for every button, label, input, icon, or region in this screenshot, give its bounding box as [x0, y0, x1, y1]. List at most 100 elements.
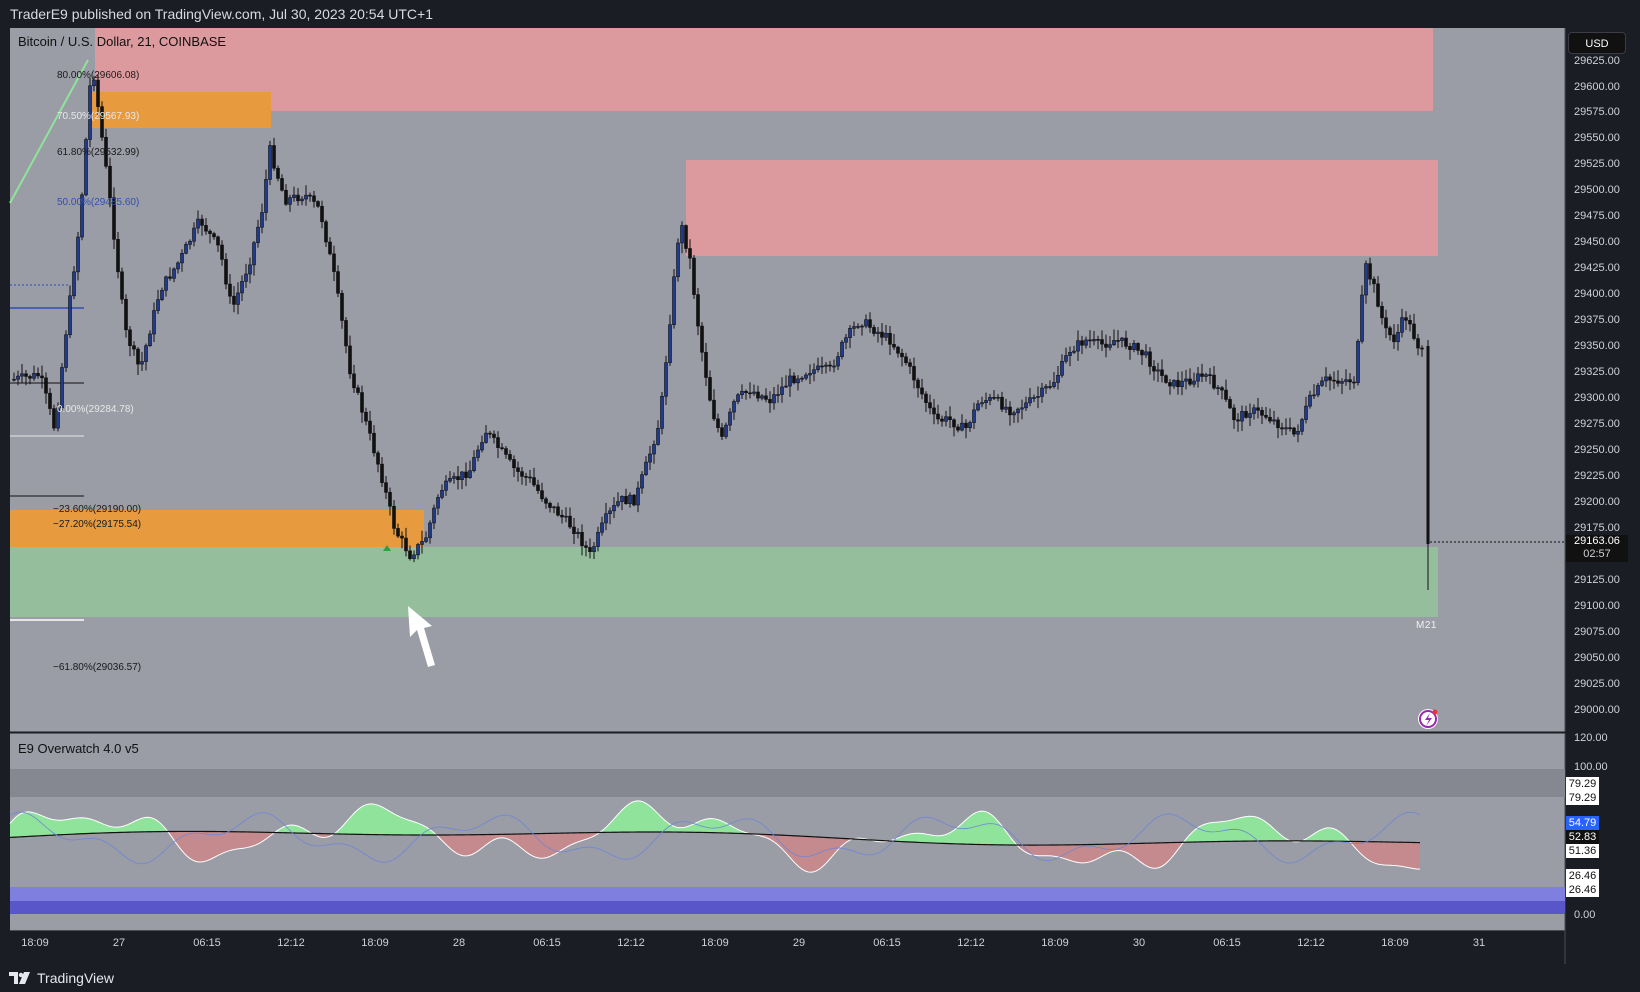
indicator-value-badge: 79.29: [1566, 791, 1599, 805]
oscillator-fill: [1096, 844, 1099, 860]
candle-body: [696, 294, 700, 327]
candle-body: [140, 361, 144, 365]
oscillator-fill: [370, 803, 373, 835]
candle-body: [1152, 366, 1156, 372]
oscillator-fill: [532, 833, 535, 858]
oscillator-fill: [706, 818, 709, 833]
trend-line: [9, 59, 89, 204]
candle-body: [68, 295, 72, 336]
oscillator-series[interactable]: [9, 769, 1565, 914]
candle-body: [604, 513, 608, 524]
oscillator-fill: [196, 831, 199, 862]
oscillator-fill: [1315, 831, 1318, 841]
oscillator-fill: [247, 831, 250, 848]
candlestick-series[interactable]: [12, 74, 1430, 590]
alert-icon[interactable]: [1418, 709, 1438, 729]
oscillator-fill: [550, 833, 553, 857]
oscillator-fill: [253, 832, 256, 847]
oscillator-fill: [688, 825, 691, 833]
oscillator-fill: [1384, 841, 1387, 866]
candle-body: [420, 541, 424, 545]
candle-body: [452, 476, 456, 479]
oscillator-fill: [730, 825, 733, 834]
price-tick-label: 29400.00: [1574, 288, 1620, 300]
oscillator-fill: [115, 827, 118, 833]
price-tick-label: 29375.00: [1574, 314, 1620, 326]
candle-body: [136, 348, 140, 365]
candle-body: [1032, 397, 1036, 399]
candle-body: [620, 496, 624, 502]
candle-body: [456, 476, 460, 481]
oscillator-fill: [817, 836, 820, 871]
price-tick-label: 29550.00: [1574, 132, 1620, 144]
oscillator-fill: [1333, 828, 1336, 842]
oscillator-fill: [130, 822, 133, 833]
oscillator-fill: [88, 818, 91, 834]
candle-body: [1132, 343, 1136, 350]
candle-body: [1120, 337, 1124, 341]
oscillator-fill: [1318, 829, 1321, 842]
oscillator-fill: [541, 833, 544, 859]
time-tick-label: 12:12: [957, 937, 985, 949]
candle-body: [756, 391, 760, 399]
oscillator-fill: [982, 811, 985, 845]
candle-body: [444, 480, 448, 491]
candle-body: [1056, 374, 1060, 383]
candle-body: [1384, 317, 1388, 329]
oscillator-fill: [715, 818, 718, 833]
oscillator-fill: [940, 835, 943, 844]
candle-body: [1196, 373, 1200, 382]
candle-body: [1164, 375, 1168, 383]
candle-body: [1168, 382, 1172, 387]
candle-body: [164, 276, 168, 291]
candle-body: [852, 326, 856, 329]
oscillator-fill: [709, 818, 712, 833]
oscillator-fill: [364, 804, 367, 835]
candle-body: [736, 394, 740, 402]
oscillator-fill: [607, 823, 610, 833]
oscillator-fill: [604, 826, 607, 833]
indicator-tick-label: 100.00: [1574, 761, 1608, 773]
price-axis[interactable]: [1565, 28, 1640, 964]
oscillator-fill: [394, 813, 397, 835]
currency-button[interactable]: USD: [1568, 32, 1626, 54]
time-tick-label: 31: [1472, 937, 1486, 949]
oscillator-fill: [304, 828, 307, 834]
oscillator-fill: [220, 831, 223, 855]
oscillator-fill: [1141, 843, 1144, 865]
candle-body: [864, 319, 868, 327]
oscillator-fill: [217, 831, 220, 856]
oscillator-fill: [955, 826, 958, 844]
candle-body: [564, 515, 568, 518]
candle-body: [544, 498, 548, 504]
candle-body: [676, 242, 680, 278]
oscillator-fill: [1327, 827, 1330, 842]
oscillator-fill: [1039, 845, 1042, 856]
oscillator-fill: [418, 823, 421, 836]
candle-body: [152, 310, 156, 335]
oscillator-fill: [136, 819, 139, 833]
oscillator-fill: [235, 831, 238, 850]
candle-body: [632, 494, 636, 506]
oscillator-fill: [1261, 818, 1264, 841]
oscillator-fill: [643, 801, 646, 833]
candle-body: [364, 411, 368, 422]
oscillator-fill: [556, 833, 559, 854]
oscillator-fill: [949, 831, 952, 844]
candle-body: [516, 467, 520, 472]
candle-body: [32, 373, 36, 379]
candle-body: [1304, 405, 1308, 420]
time-axis[interactable]: [10, 930, 1565, 964]
candle-body: [228, 283, 232, 297]
oscillator-fill: [901, 835, 904, 842]
candle-body: [880, 331, 884, 338]
tradingview-logo[interactable]: TradingView: [9, 970, 114, 986]
candle-body: [740, 390, 744, 396]
candle-body: [716, 418, 720, 428]
candle-body: [264, 179, 268, 213]
candle-body: [1400, 317, 1404, 333]
zone-label: M21: [1416, 620, 1437, 631]
oscillator-fill: [832, 837, 835, 857]
time-tick-label: 18:09: [361, 937, 389, 949]
